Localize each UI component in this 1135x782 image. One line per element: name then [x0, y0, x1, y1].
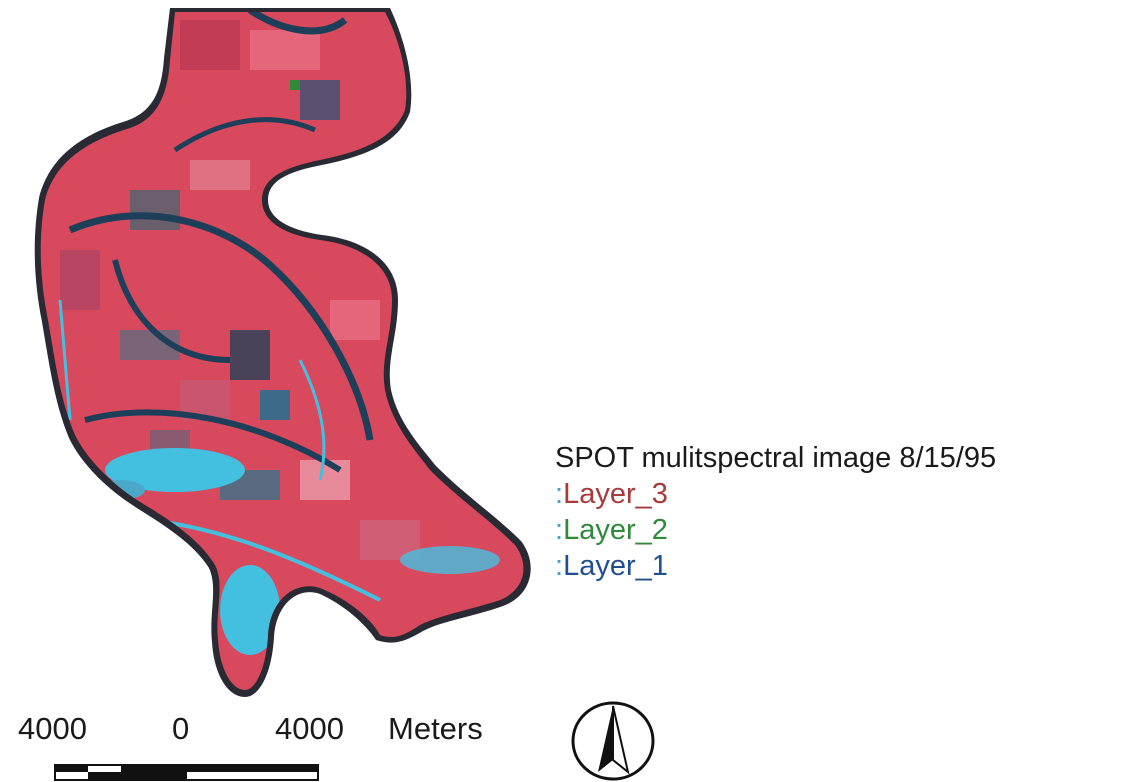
- scale-label-zero: 0: [172, 711, 190, 746]
- legend-label: Layer_2: [563, 514, 668, 546]
- legend-title: SPOT mulitspectral image 8/15/95: [555, 442, 997, 474]
- satellite-image: [34, 8, 531, 697]
- legend-label: Layer_3: [563, 478, 668, 510]
- legend-item-layer-3: :Layer_3: [555, 476, 996, 512]
- legend-prefix: :: [555, 550, 564, 582]
- scale-unit: Meters: [388, 711, 483, 746]
- scale-bar: 4000 0 4000 Meters: [0, 705, 520, 782]
- scale-label-right: 4000: [275, 711, 344, 746]
- legend-prefix: :: [555, 514, 564, 546]
- scale-label-left: 4000: [18, 711, 87, 746]
- scale-bar-graphic: [54, 764, 319, 781]
- legend-label: Layer_1: [563, 550, 668, 582]
- legend: SPOT mulitspectral image 8/15/95 :Layer_…: [555, 440, 996, 584]
- legend-item-layer-1: :Layer_1: [555, 548, 996, 584]
- legend-item-layer-2: :Layer_2: [555, 512, 996, 548]
- legend-prefix: :: [555, 478, 564, 510]
- north-arrow-icon: [571, 701, 655, 781]
